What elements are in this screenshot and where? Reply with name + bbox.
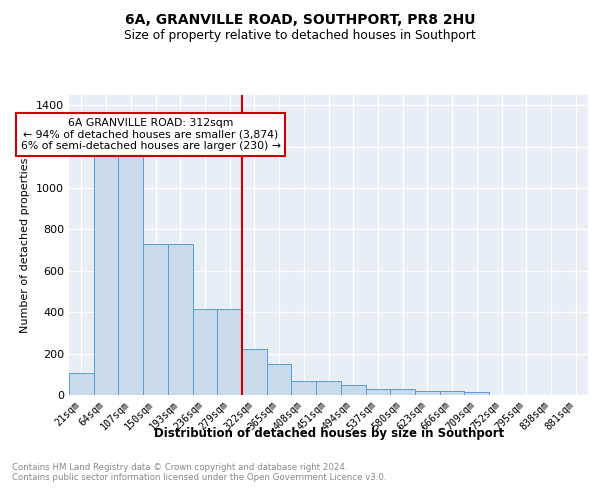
Text: Size of property relative to detached houses in Southport: Size of property relative to detached ho… xyxy=(124,28,476,42)
Bar xyxy=(69,374,94,395)
Bar xyxy=(415,391,440,395)
Bar xyxy=(390,389,415,395)
Bar xyxy=(464,392,489,395)
Bar xyxy=(143,244,168,395)
Text: 6A, GRANVILLE ROAD, SOUTHPORT, PR8 2HU: 6A, GRANVILLE ROAD, SOUTHPORT, PR8 2HU xyxy=(125,12,475,26)
Y-axis label: Number of detached properties: Number of detached properties xyxy=(20,158,31,332)
Bar xyxy=(292,380,316,395)
Bar xyxy=(316,380,341,395)
Bar xyxy=(118,156,143,395)
Text: 6A GRANVILLE ROAD: 312sqm
← 94% of detached houses are smaller (3,874)
6% of sem: 6A GRANVILLE ROAD: 312sqm ← 94% of detac… xyxy=(20,118,281,151)
Bar xyxy=(168,244,193,395)
Bar xyxy=(341,384,365,395)
Text: Contains HM Land Registry data © Crown copyright and database right 2024.
Contai: Contains HM Land Registry data © Crown c… xyxy=(12,462,386,482)
Bar xyxy=(440,391,464,395)
Bar xyxy=(365,389,390,395)
Bar xyxy=(94,156,118,395)
Text: Distribution of detached houses by size in Southport: Distribution of detached houses by size … xyxy=(154,428,504,440)
Bar xyxy=(242,350,267,395)
Bar xyxy=(193,309,217,395)
Bar xyxy=(267,364,292,395)
Bar xyxy=(217,309,242,395)
